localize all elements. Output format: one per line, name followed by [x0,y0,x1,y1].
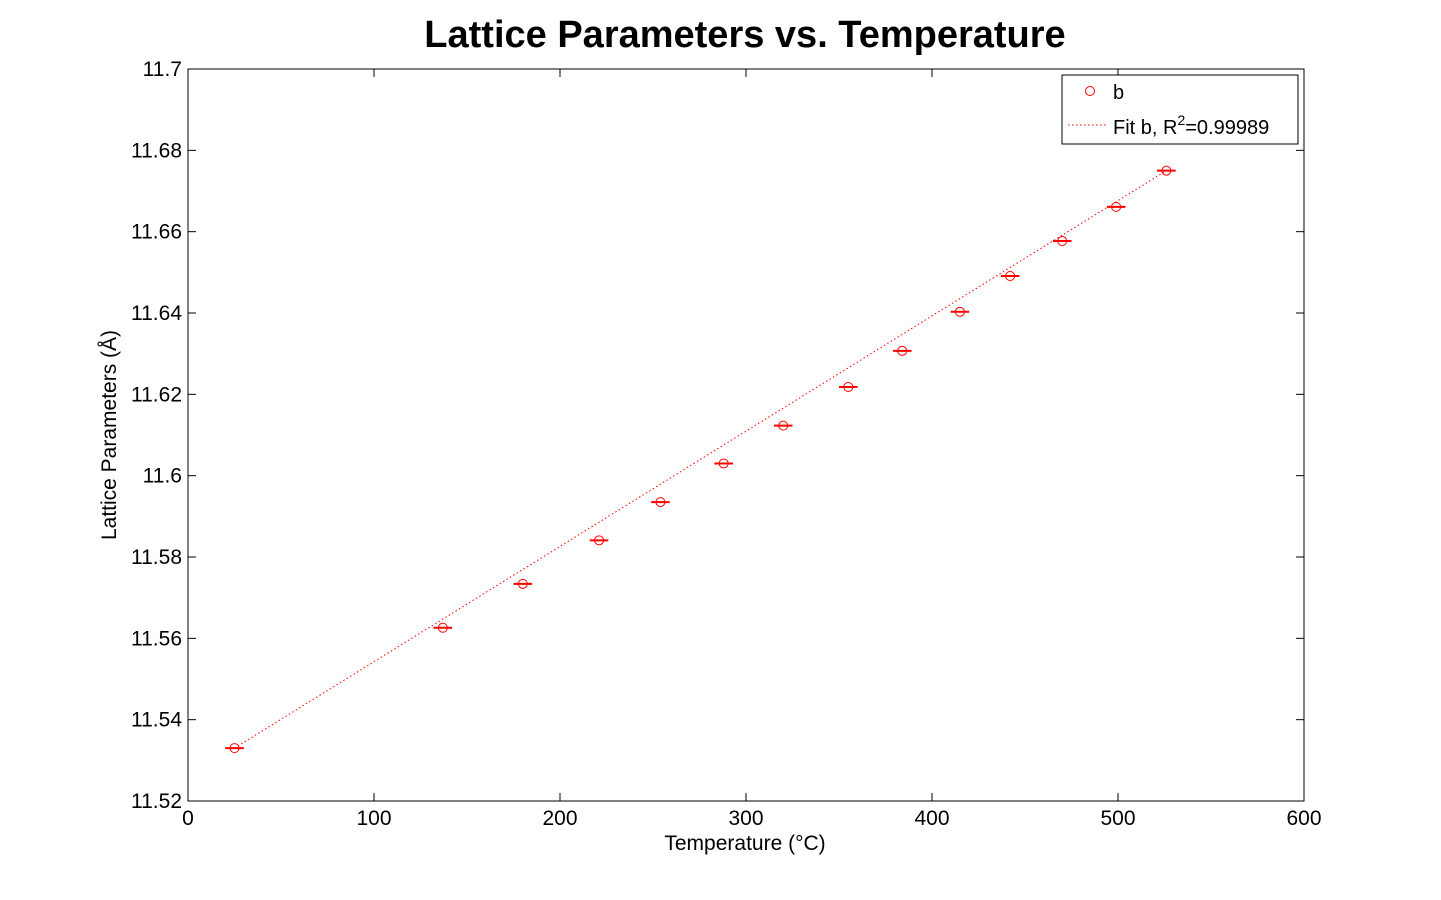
y-axis-tick-labels: 11.52 11.54 11.56 11.58 11.6 11.62 11.64 11.66 1… [131,58,182,813]
y-tick-label: 11.56 [131,627,182,650]
x-tick-label: 500 [1100,807,1135,830]
legend-fit-suffix: =0.99989 [1185,117,1269,139]
x-tick-label: 400 [914,807,949,830]
y-tick-label: 11.6 [143,465,182,488]
data-point [954,306,965,317]
x-tick-label: 300 [728,807,763,830]
data-point [1057,236,1068,247]
y-axis-label: Lattice Parameters (Å) [98,330,121,540]
data-point [655,497,666,508]
y-tick-label: 11.58 [131,546,182,569]
y-tick-label: 11.54 [131,709,182,732]
y-tick-label: 11.7 [143,58,182,81]
x-axis-label: Temperature (°C) [664,832,825,855]
legend: b Fit b, R2=0.99989 [1061,74,1299,145]
x-tick-label: 0 [182,807,194,830]
fit-line [234,170,1167,749]
data-point [778,420,789,431]
data-point [843,382,854,393]
axis-ticks [187,68,1305,802]
data-point [897,345,908,356]
legend-label-b: b [1113,82,1124,104]
x-tick-label: 600 [1286,807,1321,830]
data-point [1005,270,1016,281]
data-point [594,535,605,546]
x-axis-tick-labels: 0 100 200 300 400 500 600 [182,807,1321,830]
legend-label-fit: Fit b, R2=0.99989 [1113,112,1269,139]
data-point [1111,201,1122,212]
legend-fit-name: Fit b, R [1113,117,1177,139]
data-point [517,578,528,589]
y-tick-label: 11.68 [131,139,182,162]
legend-box [1061,74,1299,145]
data-point [718,458,729,469]
plot-area [187,68,1305,802]
data-point [1161,165,1172,176]
chart-title: Lattice Parameters vs. Temperature [424,14,1065,56]
y-tick-label: 11.64 [131,302,182,325]
legend-marker-b [1085,86,1095,96]
y-tick-label: 11.52 [131,790,182,813]
data-point [229,743,240,754]
fit-line-layer [234,170,1167,749]
y-tick-label: 11.62 [131,383,182,406]
data-points-layer [225,165,1176,754]
legend-fit-superscript: 2 [1177,112,1185,128]
x-tick-label: 100 [356,807,391,830]
x-tick-label: 200 [542,807,577,830]
y-tick-label: 11.66 [131,221,182,244]
data-point [437,622,448,633]
